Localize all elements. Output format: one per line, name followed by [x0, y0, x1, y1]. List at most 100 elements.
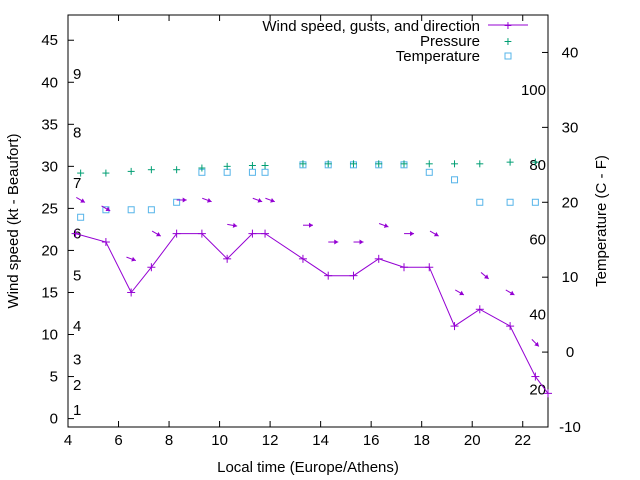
beaufort-label: 7: [73, 175, 81, 192]
y-tick-label: 15: [41, 284, 58, 301]
temperature-point: [147, 206, 155, 214]
temperature-point: [506, 198, 514, 206]
beaufort-label: 8: [73, 125, 81, 142]
x-tick-label: 20: [464, 432, 481, 449]
legend-pressure-marker: +: [504, 33, 512, 49]
pressure-scale-label: 40: [529, 307, 546, 324]
wind-direction-arrow: [126, 256, 137, 262]
x-tick-label: 8: [165, 432, 173, 449]
pressure-point: [476, 160, 484, 168]
legend-temperature-label: Temperature: [396, 48, 480, 65]
pressure-point: [198, 164, 206, 172]
temperature-point: [451, 176, 459, 184]
wind-speed-point: [475, 305, 484, 314]
y-tick-label: 40: [41, 74, 58, 91]
temperature-point: [223, 168, 231, 176]
legend: Wind speed, gusts, and direction + Press…: [262, 17, 528, 65]
pressure-point: [400, 160, 408, 168]
y2-axis-title: Temperature (C - F): [593, 155, 610, 287]
pressure-point: [77, 169, 85, 177]
wind-direction-arrow: [480, 272, 489, 280]
wind-speed-point: [544, 389, 552, 398]
pressure-point: [102, 169, 110, 177]
y-tick-label: 5: [50, 369, 58, 386]
pressure-scale-label: 20: [529, 382, 546, 399]
wind-speed-point: [374, 254, 383, 263]
y2-tick-label: 10: [562, 269, 579, 286]
temperature-point: [261, 168, 269, 176]
pressure-point: [349, 160, 357, 168]
temperature-point: [77, 213, 85, 221]
temperature-point: [476, 198, 484, 206]
wind-direction-arrows: [76, 197, 540, 347]
wind-direction-arrow: [404, 231, 415, 237]
wind-speed-point: [400, 263, 408, 272]
pressure-point: [375, 160, 383, 168]
beaufort-label: 3: [73, 352, 81, 369]
pressure-point: [248, 162, 256, 170]
wind-direction-arrow: [303, 222, 313, 228]
wind-speed-point: [127, 288, 136, 297]
plot-area-frame: [67, 14, 549, 428]
wind-direction-arrow: [76, 197, 86, 203]
wind-speed-point: [172, 229, 181, 238]
pressure-series: [77, 158, 539, 177]
temperature-point: [173, 198, 181, 206]
pressure-point: [506, 158, 514, 166]
y2-tick-label: 40: [562, 44, 579, 61]
x-tick-label: 6: [114, 432, 122, 449]
wind-direction-arrow: [429, 230, 439, 237]
pressure-point: [127, 167, 135, 175]
wind-speed-point: [450, 322, 459, 331]
pressure-scale-labels: 20 40 60 80 100: [521, 82, 546, 399]
wind-speed-point: [101, 238, 110, 247]
pressure-point: [223, 162, 231, 170]
beaufort-label: 1: [73, 402, 81, 419]
wind-direction-arrow: [328, 239, 339, 245]
wind-speed-point: [531, 372, 540, 381]
temperature-point: [425, 168, 433, 176]
wind-speed-point: [147, 263, 156, 272]
pressure-point: [299, 160, 307, 168]
beaufort-label: 2: [73, 377, 81, 394]
wind-direction-arrow: [505, 289, 515, 296]
wind-direction-arrow: [176, 197, 187, 203]
wind-direction-arrow: [202, 197, 212, 203]
y-tick-label: 45: [41, 32, 58, 49]
y-tick-label: 0: [50, 411, 58, 428]
beaufort-label: 9: [73, 66, 81, 83]
pressure-point: [173, 166, 181, 174]
y2-tick-label: 0: [566, 344, 574, 361]
x-tick-label: 12: [262, 432, 279, 449]
legend-pressure-label: Pressure: [420, 33, 480, 50]
y-tick-label: 35: [41, 116, 58, 133]
wind-series: [71, 229, 552, 398]
y-tick-label: 25: [41, 200, 58, 217]
pressure-scale-label: 80: [529, 157, 546, 174]
temperature-point: [248, 168, 256, 176]
wind-speed-point: [425, 263, 434, 272]
wind-speed-point: [298, 254, 307, 263]
legend-temperature-marker: [504, 52, 512, 60]
wind-speed-point: [197, 229, 206, 238]
x-tick-label: 16: [363, 432, 380, 449]
beaufort-label: 5: [73, 268, 81, 285]
wind-direction-arrow: [252, 197, 263, 203]
pressure-point: [531, 158, 539, 166]
x-tick-label: 10: [211, 432, 228, 449]
pressure-point: [324, 160, 332, 168]
y2-tick-label: 30: [562, 119, 579, 136]
pressure-point: [425, 160, 433, 168]
beaufort-label: 4: [73, 318, 81, 335]
wind-direction-arrow: [454, 289, 465, 296]
y-tick-label: 10: [41, 327, 58, 344]
x-tick-label: 18: [413, 432, 430, 449]
y2-tick-label: 20: [562, 194, 579, 211]
wind-direction-arrow: [531, 339, 540, 347]
y-axis-ticks: 0 5 10 15 20 25 30 35 40 45: [41, 32, 74, 428]
temperature-point: [127, 206, 135, 214]
x-axis-title: Local time (Europe/Athens): [217, 459, 399, 476]
